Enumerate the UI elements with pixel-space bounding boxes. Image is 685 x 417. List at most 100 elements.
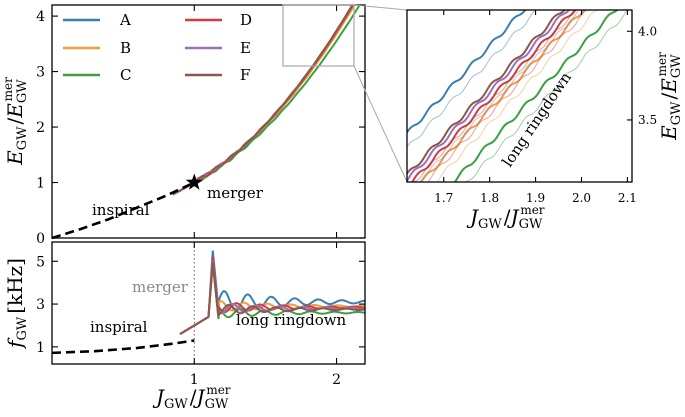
frequency-x-axis-label: JGW/JGWmer [152, 383, 231, 412]
energy-series-D [172, 5, 355, 196]
zoom-xlabel-den: J [507, 205, 520, 229]
legend-label-D: D [240, 11, 252, 29]
frequency-xlabel-den-sup: mer [206, 383, 230, 397]
legend: A B C D E F [63, 11, 252, 84]
frequency-series-F [179, 262, 365, 335]
frequency-x-tick-label: 2 [332, 372, 341, 388]
frequency-xlabel-den-sub: GW [205, 397, 229, 412]
energy-x-ticks [193, 5, 338, 238]
frequency-inspiral-curve [51, 339, 195, 355]
zoom-x-tick-label: 1.9 [526, 191, 545, 205]
svg-text:fGW[kHz]: fGW[kHz] [3, 258, 30, 350]
zoom-y-axis-label: EGW/EGWmer [655, 52, 684, 141]
zoom-frame [406, 9, 633, 183]
zoom-ylabel-den-sup: mer [655, 52, 669, 76]
zoom-x-tick-label: 1.8 [480, 191, 499, 205]
legend-label-F: F [240, 66, 250, 84]
zoom-region-box [282, 4, 355, 67]
zoom-ringdown-label: long ringdown [498, 69, 575, 171]
zoom-x-tick-label: 2.1 [618, 191, 637, 205]
legend-label-E: E [240, 39, 251, 57]
zoom-xlabel-den-sup: mer [520, 203, 544, 217]
zoom-series-B [420, 10, 586, 182]
energy-frame [51, 4, 366, 239]
energy-series-A [172, 5, 355, 196]
zoom-series-B [436, 10, 599, 182]
energy-ylabel-main: E [3, 150, 27, 166]
frequency-xlabel-sub: GW [164, 397, 188, 412]
frequency-xlabel-main: J [152, 385, 165, 409]
frequency-y-tick-label: 1 [36, 340, 45, 356]
frequency-ylabel-unit: [kHz] [3, 258, 27, 314]
zoom-xlabel-main: J [466, 205, 479, 229]
energy-ylabel-den: E [3, 103, 27, 119]
zoom-x-tick-label: 2.0 [572, 191, 591, 205]
zoom-series-C [464, 10, 628, 182]
frequency-y-tick-label: 3 [36, 297, 45, 313]
frequency-y-tick-label: 5 [36, 254, 45, 270]
svg-text:EGW/EGWmer: EGW/EGWmer [1, 77, 30, 166]
zoom-y-ticks: 3.5 4.0 [627, 24, 657, 127]
energy-series-F [172, 5, 354, 196]
energy-y-tick-label: 0 [36, 231, 45, 247]
energy-series-B [172, 5, 356, 196]
energy-y-tick-label: 3 [36, 65, 45, 81]
energy-inspiral-curve [51, 181, 195, 240]
energy-merger-label: merger [207, 184, 264, 202]
zoom-x-tick-label: 1.7 [434, 191, 453, 205]
energy-ylabel-sub: GW [15, 126, 30, 150]
merger-star-marker [185, 173, 203, 190]
zoom-series-A [407, 10, 527, 134]
frequency-y-axis-label: fGW[kHz] [3, 258, 30, 350]
zoom-series-E [407, 10, 571, 182]
frequency-x-tick-label: 1 [190, 372, 199, 388]
frequency-y-ticks: 1 3 5 [36, 254, 365, 356]
frequency-ylabel-sub: GW [15, 316, 30, 340]
legend-label-A: A [119, 11, 131, 29]
zoom-series-A [407, 10, 537, 148]
zoom-ylabel-den: E [657, 78, 681, 94]
zoom-connector-bottom [353, 65, 408, 183]
energy-y-tick-label: 4 [36, 9, 45, 25]
zoom-ylabel-main: E [657, 125, 681, 141]
energy-y-tick-label: 1 [36, 176, 45, 192]
zoom-x-ticks: 1.7 1.8 1.9 2.0 2.1 [434, 10, 637, 205]
zoom-series-E [417, 10, 580, 182]
svg-text:EGW/EGWmer: EGW/EGWmer [655, 52, 684, 141]
zoom-series-D [426, 10, 589, 182]
zoom-series-C [453, 10, 619, 182]
zoom-series-F [412, 10, 576, 182]
frequency-frame [51, 241, 366, 365]
energy-series-C [172, 5, 361, 196]
zoom-xlabel-sub: GW [478, 217, 502, 232]
energy-y-ticks: 0 1 2 3 4 [36, 9, 365, 247]
zoom-ylabel-den-sub: GW [669, 54, 684, 78]
legend-label-B: B [120, 39, 131, 57]
energy-series-E [172, 5, 354, 196]
legend-label-C: C [120, 66, 131, 84]
energy-inspiral-label: inspiral [92, 201, 150, 219]
energy-y-tick-label: 2 [36, 120, 45, 136]
zoom-xlabel-den-sub: GW [519, 217, 543, 232]
energy-ylabel-den-sub: GW [15, 79, 30, 103]
zoom-y-tick-label: 3.5 [638, 113, 657, 127]
frequency-xlabel-den: J [193, 385, 206, 409]
zoom-series-F [407, 10, 566, 175]
zoom-panel: long ringdown 1.7 1.8 1.9 2.0 2.1 3.54.0 JGW… [406, 9, 684, 232]
zoom-connector-top [353, 4, 408, 11]
frequency-ringdown-label: long ringdown [236, 311, 347, 329]
zoom-series-D [411, 10, 577, 182]
frequency-series-group [179, 250, 365, 335]
energy-series-group [172, 5, 361, 196]
energy-panel: inspiral merger 0 1 2 3 4 A B C D E F EGW/EG… [1, 4, 366, 247]
frequency-inspiral-label: inspiral [90, 318, 148, 336]
zoom-ylabel-sub: GW [669, 101, 684, 125]
zoom-series-group [407, 10, 628, 182]
zoom-x-axis-label: JGW/JGWmer [466, 203, 545, 232]
zoom-y-tick-label: 4.0 [638, 24, 657, 38]
energy-ylabel-den-sup: mer [1, 77, 15, 101]
frequency-merger-label: merger [132, 278, 189, 296]
